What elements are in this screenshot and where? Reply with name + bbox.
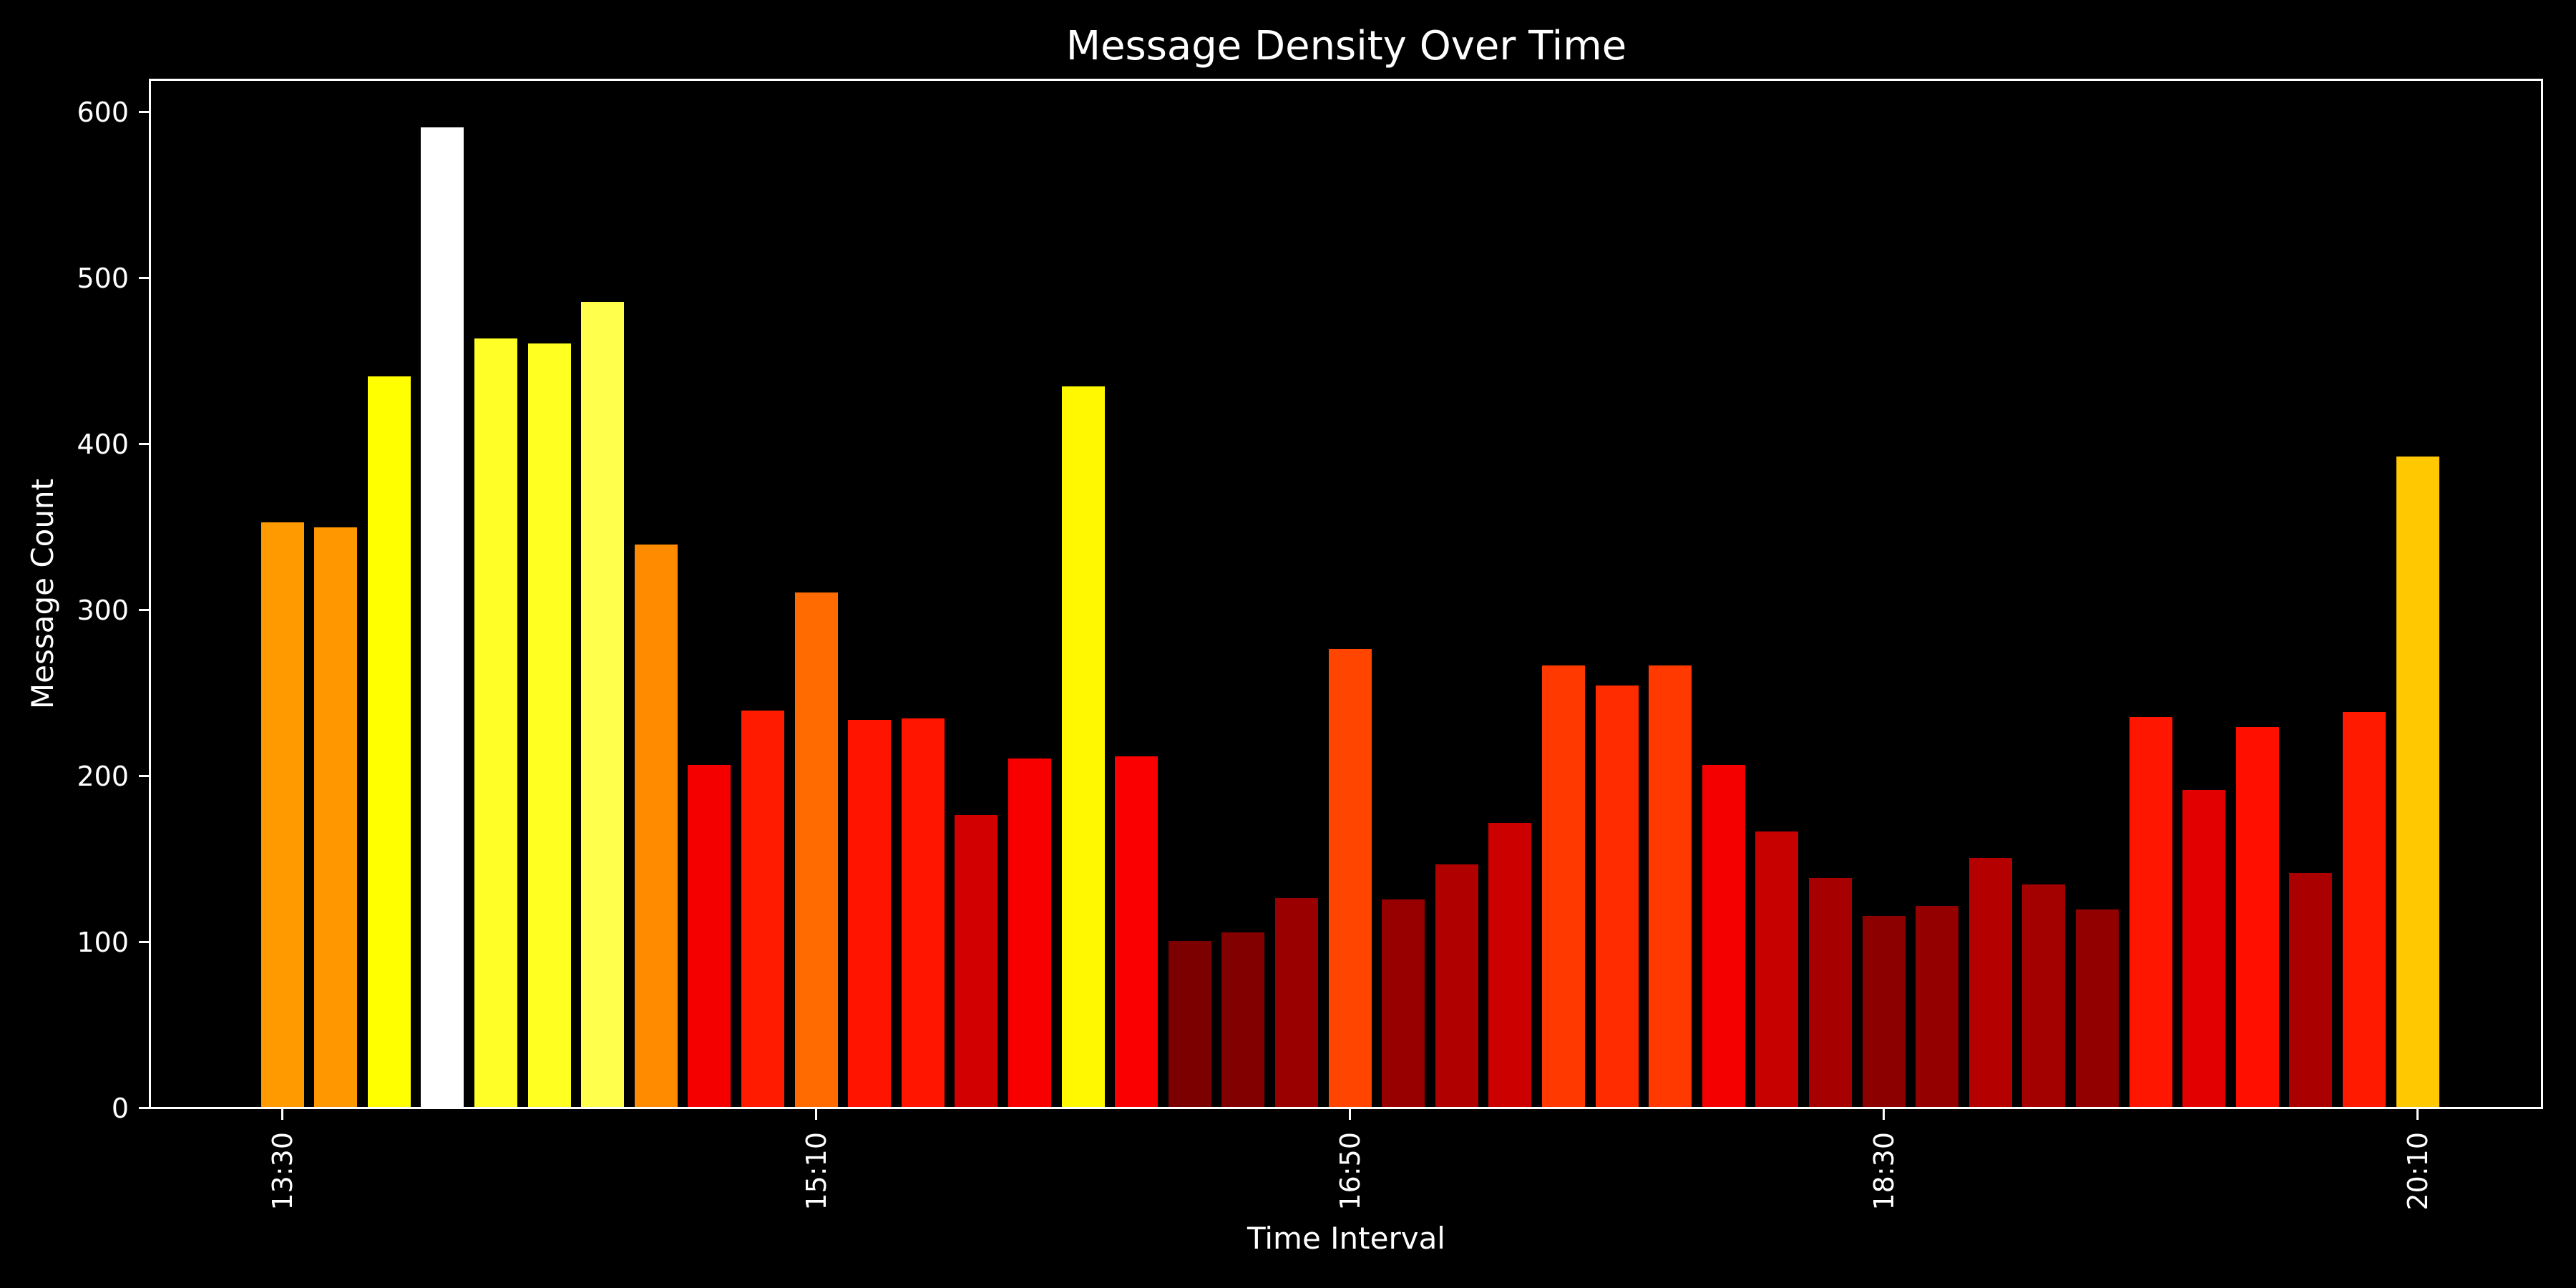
y-tick-label: 0 <box>111 1092 129 1124</box>
y-axis-label: Message Count <box>25 478 60 710</box>
bar <box>1275 898 1318 1107</box>
y-tick-label: 500 <box>77 262 129 294</box>
bar <box>688 765 731 1107</box>
bar <box>314 527 357 1107</box>
y-tick <box>139 609 149 611</box>
y-tick <box>139 277 149 279</box>
bar <box>1596 686 1639 1107</box>
y-tick-label: 200 <box>77 760 129 792</box>
bar <box>1329 649 1372 1107</box>
bar <box>2343 712 2386 1107</box>
bar <box>741 711 784 1107</box>
bar <box>1863 916 1906 1107</box>
bar <box>635 545 678 1107</box>
right-spine <box>2541 79 2543 1109</box>
x-tick <box>281 1109 283 1120</box>
y-tick-label: 400 <box>77 428 129 460</box>
bar <box>2129 717 2172 1107</box>
y-tick <box>139 111 149 113</box>
bottom-spine <box>149 1107 2543 1109</box>
y-tick <box>139 941 149 943</box>
y-tick <box>139 775 149 777</box>
bar <box>795 592 838 1107</box>
bar <box>421 127 464 1107</box>
bar <box>1169 941 1211 1107</box>
bar <box>1062 386 1105 1107</box>
bar <box>1542 665 1585 1107</box>
bar <box>902 718 945 1107</box>
bar <box>2236 727 2279 1107</box>
bar <box>2396 457 2439 1107</box>
bar <box>1115 756 1158 1107</box>
bar <box>581 302 624 1107</box>
x-tick <box>1349 1109 1351 1120</box>
bar <box>2076 909 2119 1107</box>
bar <box>1702 765 1745 1107</box>
bar <box>1809 878 1852 1107</box>
y-tick-label: 300 <box>77 594 129 626</box>
bar <box>1435 864 1478 1107</box>
x-axis-label: Time Interval <box>1247 1221 1445 1256</box>
bar <box>1649 665 1692 1107</box>
x-tick <box>2416 1109 2419 1120</box>
bar <box>261 522 304 1107</box>
x-tick <box>1883 1109 1885 1120</box>
chart-title: Message Density Over Time <box>1065 23 1627 69</box>
bar <box>1382 899 1425 1107</box>
bar <box>1488 823 1531 1107</box>
bar <box>368 376 411 1107</box>
y-tick <box>139 1107 149 1109</box>
left-spine <box>149 79 151 1109</box>
bar <box>1221 932 1264 1107</box>
bar <box>1755 831 1798 1107</box>
bar <box>2022 884 2065 1107</box>
y-tick-label: 100 <box>77 926 129 958</box>
bar <box>2289 873 2332 1107</box>
bar <box>1008 758 1051 1107</box>
bar <box>1916 906 1958 1107</box>
bar <box>474 338 517 1107</box>
bar <box>528 343 571 1107</box>
y-tick <box>139 443 149 445</box>
top-spine <box>149 79 2543 81</box>
x-tick <box>815 1109 817 1120</box>
y-tick-label: 600 <box>77 96 129 128</box>
bar <box>2182 790 2225 1107</box>
bar <box>1969 858 2012 1107</box>
bar <box>848 720 891 1107</box>
bar <box>955 815 997 1107</box>
